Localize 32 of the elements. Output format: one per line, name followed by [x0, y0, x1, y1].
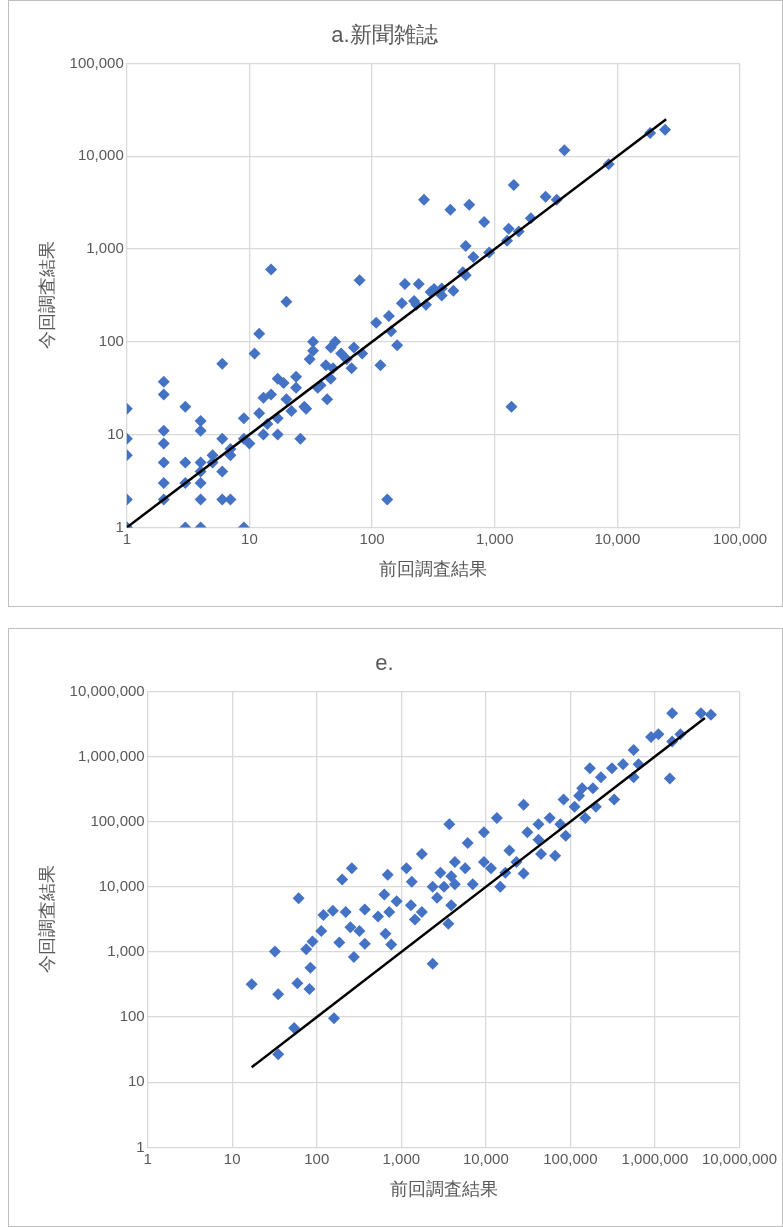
- y-tick-label: 10,000: [77, 146, 124, 164]
- chart-title: e.: [375, 650, 394, 676]
- x-tick-label: 10,000,000: [701, 1149, 777, 1167]
- y-tick-label: 1,000: [107, 942, 145, 960]
- y-tick-label: 10,000: [98, 876, 145, 894]
- x-tick-label: 10,000: [462, 1149, 509, 1167]
- x-axis-title: 前回調査結果: [389, 1179, 498, 1200]
- x-tick-label: 10,000: [594, 529, 641, 547]
- x-tick-label: 1,000: [382, 1149, 421, 1167]
- chart-title: a.新聞雑誌: [331, 22, 438, 48]
- x-tick-label: 100: [304, 1149, 330, 1167]
- x-tick-label: 10: [241, 529, 258, 547]
- y-tick-label: 1,000: [86, 239, 124, 257]
- y-tick-label: 1,000,000: [77, 746, 145, 764]
- y-tick-label: 100,000: [90, 811, 145, 829]
- y-tick-label: 100: [98, 331, 124, 349]
- y-axis-title: 今回調査結果: [36, 865, 57, 974]
- y-axis-title: 今回調査結果: [36, 241, 57, 350]
- y-tick-label: 1: [136, 1137, 145, 1155]
- x-tick-label: 10: [223, 1149, 241, 1167]
- x-tick-label: 1,000,000: [621, 1149, 689, 1167]
- y-tick-label: 100,000: [69, 53, 124, 71]
- x-axis-title: 前回調査結果: [379, 559, 488, 580]
- y-tick-label: 10: [107, 424, 124, 442]
- x-tick-label: 100,000: [543, 1149, 598, 1167]
- x-tick-label: 100,000: [712, 529, 768, 547]
- x-tick-label: 100: [359, 529, 385, 547]
- x-tick-label: 1,000: [475, 529, 514, 547]
- y-tick-label: 10: [127, 1072, 145, 1090]
- y-tick-label: 1: [115, 517, 124, 535]
- y-tick-label: 100: [119, 1007, 145, 1025]
- y-tick-label: 10,000,000: [69, 681, 145, 699]
